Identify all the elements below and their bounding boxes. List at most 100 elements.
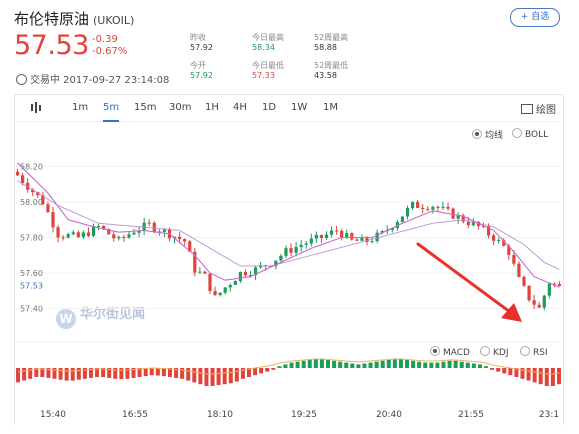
candle-body: [188, 241, 192, 252]
macd-bar: [356, 364, 361, 368]
macd-bar: [423, 362, 428, 368]
stat-label: 52周最低: [314, 61, 349, 70]
candle-body: [142, 222, 146, 231]
candle-body: [183, 239, 187, 242]
macd-bar: [441, 361, 446, 368]
radio-label: RSI: [533, 348, 548, 358]
macd-bar: [82, 368, 87, 379]
x-tick-label: 19:25: [291, 410, 317, 420]
macd-bar: [28, 368, 33, 379]
ma-fast-line: [17, 162, 560, 288]
candlestick-icon[interactable]: [30, 102, 42, 113]
candle-body: [81, 232, 85, 238]
tab-5m[interactable]: 5m: [103, 102, 120, 122]
macd-bar: [350, 363, 355, 368]
candle-body: [527, 285, 531, 301]
macd-bar: [228, 368, 233, 384]
candle-body: [178, 236, 182, 240]
candle-body: [426, 208, 430, 210]
macd-bar: [155, 368, 160, 376]
add-watchlist-button[interactable]: + 自选: [510, 8, 560, 27]
candle-body: [431, 206, 435, 210]
macd-bar: [556, 368, 561, 385]
candle-body: [547, 283, 551, 296]
macd-bar: [429, 362, 434, 368]
candle-body: [117, 237, 121, 239]
change-percent: -0.67%: [92, 46, 128, 57]
tab-1w[interactable]: 1W: [291, 102, 308, 113]
macd-bar: [70, 368, 75, 381]
macd-bar: [210, 368, 215, 386]
macd-bar: [344, 362, 349, 368]
macd-bar: [405, 359, 410, 368]
tab-15m[interactable]: 15m: [134, 102, 157, 113]
radio-label: 均线: [485, 131, 504, 141]
y-tick-label: 58.20: [20, 162, 43, 171]
macd-bar: [484, 366, 489, 368]
macd-bar: [319, 359, 324, 368]
quote-header: 布伦特原油 (UKOIL) 57.53 -0.39 -0.67% 交易中 2017…: [0, 0, 579, 94]
radio-boll[interactable]: BOLL: [512, 128, 548, 140]
radio-ma[interactable]: 均线: [472, 128, 503, 141]
candle-body: [552, 283, 557, 285]
stat-value: 57.92: [190, 71, 213, 80]
annotation-arrow-head: [501, 303, 522, 322]
tab-30m[interactable]: 30m: [169, 102, 192, 113]
macd-bar: [186, 368, 191, 381]
candle-body: [355, 239, 359, 241]
interval-tabs: 1m 5m 15m 30m 1H 4H 1D 1W 1M 绘图: [14, 95, 562, 122]
candle-body: [309, 238, 313, 244]
candle-body: [213, 291, 217, 296]
candle-body: [532, 300, 536, 305]
candle-body: [137, 230, 141, 233]
stat-value: 57.92: [190, 43, 213, 52]
macd-bar: [234, 368, 239, 382]
draw-tool-button[interactable]: 绘图: [521, 101, 556, 116]
candle-body: [248, 275, 253, 277]
macd-bar: [198, 368, 203, 385]
macd-bar: [332, 360, 337, 368]
radio-label: BOLL: [525, 130, 549, 140]
macd-bar: [240, 368, 245, 379]
radio-rsi[interactable]: RSI: [520, 346, 548, 358]
tab-1mo[interactable]: 1M: [323, 102, 338, 113]
annotation-arrow-line: [416, 242, 512, 314]
candle-body: [122, 237, 126, 239]
x-tick-label: 21:55: [458, 410, 484, 420]
candle-body: [152, 222, 156, 232]
instrument-code: (UKOIL): [93, 14, 135, 27]
macd-bar: [520, 368, 525, 379]
macd-bar: [204, 368, 209, 386]
tab-1m[interactable]: 1m: [72, 102, 89, 113]
macd-bar: [52, 368, 57, 379]
stat-label: 今日最低: [252, 61, 284, 70]
radio-dot-icon: [512, 128, 522, 138]
candle-body: [198, 271, 202, 273]
radio-kdj[interactable]: KDJ: [480, 346, 509, 358]
watermark-text: 华尔街见闻: [80, 307, 146, 322]
candle-body: [86, 232, 91, 236]
macd-bar: [95, 368, 100, 377]
macd-bar: [447, 360, 452, 368]
candle-body: [56, 227, 60, 238]
tab-1h[interactable]: 1H: [205, 102, 219, 113]
watermark-logo-icon: W: [56, 309, 76, 329]
stat-day-low: 今日最低 57.33: [252, 61, 284, 81]
macd-bar: [253, 368, 258, 376]
x-tick-label: 16:55: [122, 410, 148, 420]
candle-body: [71, 232, 75, 235]
radio-macd[interactable]: MACD: [430, 346, 470, 358]
tab-4h[interactable]: 4H: [233, 102, 247, 113]
macd-bar: [532, 368, 537, 383]
macd-bar: [386, 359, 391, 368]
candle-body: [107, 229, 111, 235]
candle-body: [127, 234, 131, 238]
macd-bar: [277, 366, 282, 368]
tab-1d[interactable]: 1D: [262, 102, 277, 113]
candle-body: [557, 284, 562, 286]
macd-bar: [380, 360, 385, 368]
candle-body: [193, 251, 197, 273]
candle-body: [451, 208, 455, 219]
candle-body: [147, 222, 151, 224]
